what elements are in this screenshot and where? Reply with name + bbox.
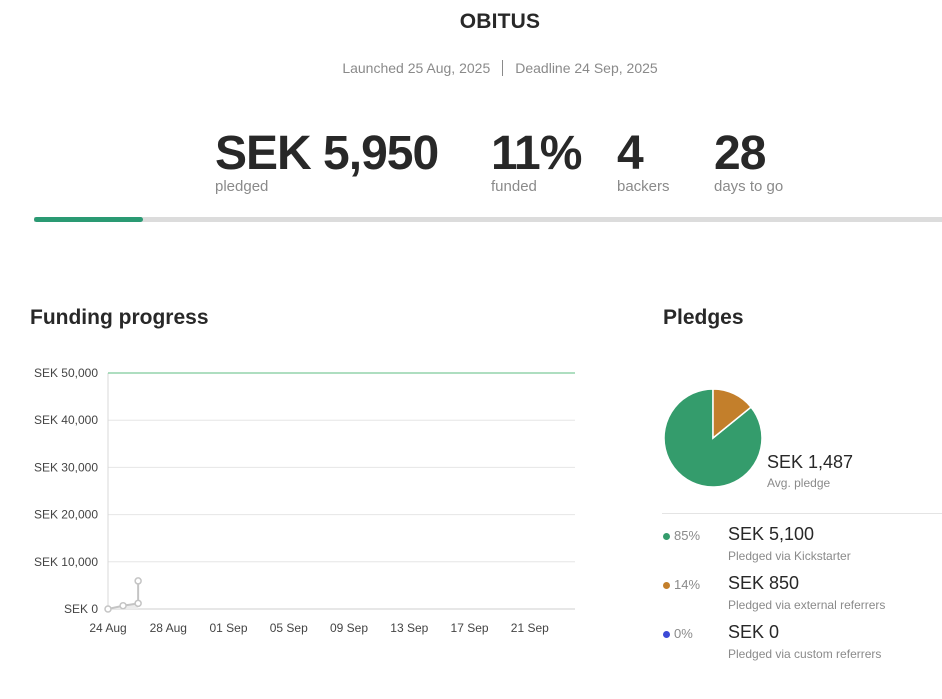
- y-tick-label: SEK 10,000: [34, 555, 98, 569]
- project-dates: Launched 25 Aug, 2025 Deadline 24 Sep, 20…: [0, 60, 942, 76]
- y-tick-label: SEK 0: [64, 602, 98, 616]
- series-point: [119, 601, 127, 610]
- pledge-percent: 0%: [674, 626, 693, 641]
- pie-slice: [712, 388, 753, 440]
- pledge-description: Pledged via Kickstarter: [728, 549, 851, 563]
- x-tick-label: 05 Sep: [270, 621, 308, 635]
- x-tick-label: 13 Sep: [390, 621, 428, 635]
- series-point: [134, 599, 142, 608]
- date-separator: [502, 60, 504, 76]
- y-tick-label: SEK 30,000: [34, 460, 98, 474]
- days-value: 28: [714, 127, 766, 180]
- launch-date: Launched 25 Aug, 2025: [342, 60, 491, 76]
- funded-label: funded: [491, 178, 537, 195]
- backers-value: 4: [617, 127, 644, 180]
- custom-referrers-dot: [663, 631, 670, 638]
- stat-backers: 4 backers: [617, 126, 670, 195]
- x-tick-label: 09 Sep: [330, 621, 368, 635]
- pledged-value: SEK 5,950: [215, 127, 439, 180]
- funding-progress-fill: [34, 217, 144, 222]
- x-tick-label: 24 Aug: [89, 621, 126, 635]
- y-tick-label: SEK 50,000: [34, 366, 98, 380]
- pledge-amount: SEK 850: [728, 573, 800, 593]
- pledge-description: Pledged via external referrers: [728, 598, 886, 612]
- pledged-label: pledged: [215, 178, 269, 195]
- x-tick-label: 21 Sep: [511, 621, 549, 635]
- series-area: [108, 580, 139, 609]
- pledges-pie-chart: [663, 388, 763, 488]
- x-tick-label: 28 Aug: [150, 621, 187, 635]
- deadline-date: Deadline 24 Sep, 2025: [515, 60, 658, 76]
- y-tick-label: SEK 20,000: [34, 508, 98, 522]
- pledges-title: Pledges: [663, 306, 744, 329]
- funding-progress-bar: [34, 217, 942, 222]
- x-tick-label: 17 Sep: [451, 621, 489, 635]
- series-line: [107, 580, 140, 610]
- pledge-percent: 85%: [674, 528, 701, 543]
- series-point: [134, 577, 142, 585]
- days-label: days to go: [714, 178, 784, 195]
- pledges-divider: [662, 513, 942, 514]
- funded-value: 11%: [491, 127, 582, 180]
- funding-progress-chart: SEK 50,000 SEK 40,000 SEK 30,000 SEK 20,000…: [34, 366, 575, 635]
- stat-funded: 11% funded: [491, 126, 582, 195]
- pledge-amount: SEK 5,100: [728, 524, 815, 544]
- external-referrers-dot: [663, 582, 670, 589]
- avg-pledge: SEK 1,487 Avg. pledge: [767, 452, 853, 490]
- backers-label: backers: [617, 178, 670, 195]
- stat-days: 28 days to go: [714, 126, 783, 195]
- kickstarter-dot: [663, 533, 670, 540]
- series-point: [104, 605, 112, 613]
- avg-pledge-label: Avg. pledge: [767, 476, 831, 490]
- y-tick-label: SEK 40,000: [34, 413, 98, 427]
- pledge-percent: 14%: [674, 577, 701, 592]
- funding-progress-title: Funding progress: [30, 306, 209, 329]
- pledge-amount: SEK 0: [728, 622, 780, 642]
- project-title: OBITUS: [459, 10, 541, 33]
- avg-pledge-value: SEK 1,487: [767, 452, 854, 472]
- pledge-description: Pledged via custom referrers: [728, 647, 882, 661]
- stat-pledged: SEK 5,950 pledged: [215, 126, 439, 195]
- x-tick-label: 01 Sep: [209, 621, 247, 635]
